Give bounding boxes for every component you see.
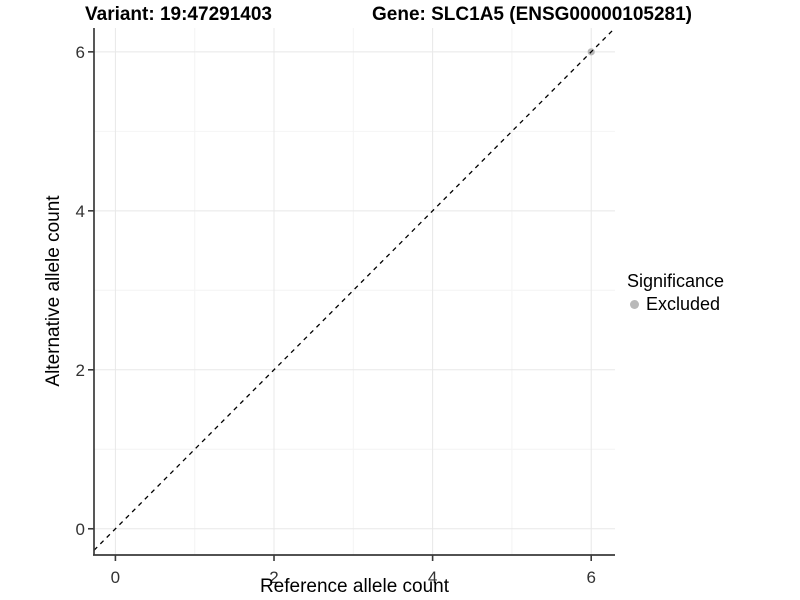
x-tick-label: 2 (269, 568, 278, 587)
y-tick-label: 2 (76, 361, 85, 380)
y-tick-label: 6 (76, 43, 85, 62)
y-tick-label: 4 (76, 202, 85, 221)
x-tick-label: 6 (586, 568, 595, 587)
identity-line (93, 27, 616, 551)
x-tick-label: 4 (428, 568, 437, 587)
x-tick-label: 0 (111, 568, 120, 587)
y-axis-title: Alternative allele count (43, 195, 64, 387)
legend-item-excluded: Excluded (627, 294, 724, 314)
y-tick-label: 0 (76, 520, 85, 539)
gene-title: Gene: SLC1A5 (ENSG00000105281) (372, 4, 692, 25)
legend: Significance Excluded (627, 271, 724, 314)
variant-title: Variant: 19:47291403 (85, 4, 272, 25)
legend-item-label: Excluded (646, 294, 721, 314)
x-axis-title: Reference allele count (259, 576, 450, 597)
legend-title: Significance (627, 271, 725, 291)
excluded-point-icon (630, 299, 639, 309)
